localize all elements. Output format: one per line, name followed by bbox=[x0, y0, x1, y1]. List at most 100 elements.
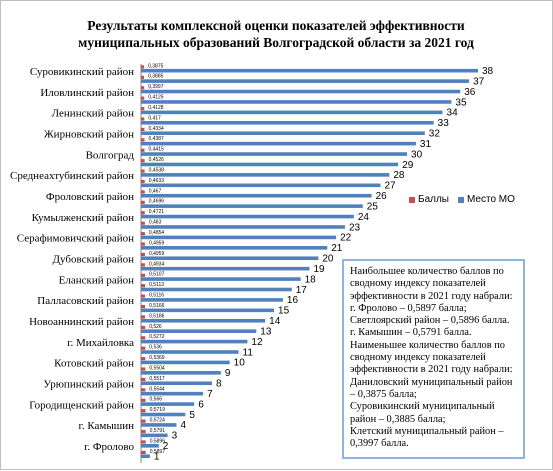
category-label: Еланский район bbox=[59, 274, 134, 286]
score-value-label: 0,4721 bbox=[149, 209, 165, 215]
legend-swatch-place bbox=[457, 196, 464, 203]
place-value-label: 36 bbox=[464, 87, 476, 98]
bar-place bbox=[141, 110, 443, 115]
bar-place bbox=[141, 183, 381, 188]
bar-score bbox=[141, 398, 146, 402]
place-value-label: 30 bbox=[411, 149, 423, 160]
score-value-label: 0,566 bbox=[150, 397, 163, 403]
bar-place bbox=[141, 391, 204, 396]
annotation-box: Наибольшее количество баллов по сводному… bbox=[342, 259, 525, 459]
bar-score bbox=[141, 419, 146, 423]
note-line-1: Наибольшее количество баллов по сводному… bbox=[350, 266, 513, 302]
bar-score bbox=[141, 221, 145, 225]
bar-place bbox=[141, 402, 195, 406]
bar-score bbox=[141, 117, 145, 121]
place-value-label: 14 bbox=[269, 316, 281, 327]
bar-score bbox=[141, 252, 145, 257]
category-label: Фроловский район bbox=[46, 191, 134, 203]
place-value-label: 4 bbox=[180, 420, 186, 431]
bar-score bbox=[141, 190, 145, 194]
bar-place bbox=[141, 141, 416, 146]
bar-place bbox=[141, 381, 212, 386]
bar-place bbox=[141, 318, 266, 323]
place-value-label: 13 bbox=[260, 326, 272, 337]
bar-place bbox=[141, 360, 230, 365]
bar-score bbox=[141, 388, 146, 392]
score-value-label: 0,4959 bbox=[149, 240, 165, 246]
score-value-label: 0,5272 bbox=[149, 334, 165, 340]
category-label: Городищенский район bbox=[29, 399, 134, 411]
category-label: Серафимовичский район bbox=[17, 233, 134, 245]
bar-place bbox=[141, 235, 337, 240]
bar-score bbox=[141, 440, 146, 444]
score-value-label: 0,536 bbox=[149, 345, 162, 351]
bar-place bbox=[141, 68, 478, 73]
score-value-label: 0,4959 bbox=[149, 251, 165, 257]
note-line-2: г. Фролово – 0,5897 балла; bbox=[350, 302, 467, 314]
bar-place bbox=[141, 277, 301, 281]
score-value-label: 0,3875 bbox=[148, 63, 164, 69]
score-value-label: 0,5504 bbox=[149, 365, 165, 371]
bar-place bbox=[141, 339, 248, 344]
place-value-label: 26 bbox=[376, 191, 388, 202]
legend-swatch-scores bbox=[409, 196, 415, 203]
place-value-label: 5 bbox=[189, 410, 195, 421]
bar-place bbox=[141, 204, 363, 208]
bar-place bbox=[141, 298, 283, 302]
score-value-label: 0,5166 bbox=[149, 303, 165, 309]
category-label: г. Камышин bbox=[79, 420, 135, 432]
bar-score bbox=[141, 263, 145, 267]
note-line-3: Светлоярский район – 0,5896 балла. bbox=[350, 315, 510, 327]
place-value-label: 18 bbox=[305, 274, 317, 285]
score-value-label: 0,5897 bbox=[150, 449, 166, 455]
score-value-label: 0,5116 bbox=[149, 293, 164, 299]
place-value-label: 3 bbox=[172, 431, 178, 442]
category-label: г. Фролово bbox=[84, 441, 134, 453]
score-value-label: 0,5724 bbox=[150, 418, 166, 424]
bar-score bbox=[141, 200, 145, 204]
score-value-label: 0,483 bbox=[149, 220, 162, 226]
bar-score bbox=[141, 377, 146, 382]
bar-score bbox=[141, 86, 145, 90]
bar-place bbox=[141, 256, 319, 261]
bar-place bbox=[141, 287, 292, 292]
score-value-label: 0,4128 bbox=[148, 105, 164, 111]
category-label: Иловлинский район bbox=[40, 87, 134, 99]
category-label: Котовский район bbox=[54, 358, 134, 370]
place-value-label: 37 bbox=[473, 76, 485, 87]
note-line-4: г. Камышин – 0,5791 балла. bbox=[350, 327, 472, 339]
score-value-label: 0,4334 bbox=[148, 126, 164, 132]
place-value-label: 20 bbox=[322, 254, 334, 265]
score-value-label: 0,3885 bbox=[148, 74, 164, 80]
bar-place bbox=[141, 308, 275, 313]
bar-place bbox=[141, 120, 434, 125]
score-value-label: 0,4633 bbox=[149, 178, 165, 184]
note-line-5: Наименьшее количество баллов по сводному… bbox=[350, 339, 513, 376]
chart-title: Результаты комплексной оценки показателе… bbox=[41, 17, 511, 51]
category-label: Урюпинский район bbox=[43, 379, 134, 391]
place-value-label: 28 bbox=[393, 170, 405, 181]
legend-item-place: Место МО bbox=[457, 194, 515, 205]
bar-score bbox=[141, 357, 146, 361]
category-label: Палласовский район bbox=[37, 295, 134, 307]
bar-place bbox=[141, 350, 239, 354]
place-value-label: 2 bbox=[163, 441, 169, 452]
bar-place bbox=[141, 225, 345, 229]
place-value-label: 15 bbox=[278, 306, 290, 317]
category-label: Дубовский район bbox=[53, 254, 135, 266]
place-value-label: 1 bbox=[154, 452, 160, 463]
place-value-label: 23 bbox=[349, 222, 361, 233]
bar-place bbox=[141, 246, 328, 250]
place-value-label: 27 bbox=[384, 181, 396, 192]
bar-place bbox=[141, 443, 159, 448]
place-value-label: 25 bbox=[367, 201, 379, 212]
bar-score bbox=[141, 284, 146, 288]
score-value-label: 0,5544 bbox=[149, 386, 165, 392]
bar-score bbox=[141, 315, 146, 319]
category-label: Волгоград bbox=[86, 149, 135, 161]
bar-place bbox=[141, 162, 399, 167]
place-value-label: 38 bbox=[482, 66, 494, 77]
place-value-label: 6 bbox=[198, 399, 204, 410]
bar-place bbox=[141, 79, 470, 83]
